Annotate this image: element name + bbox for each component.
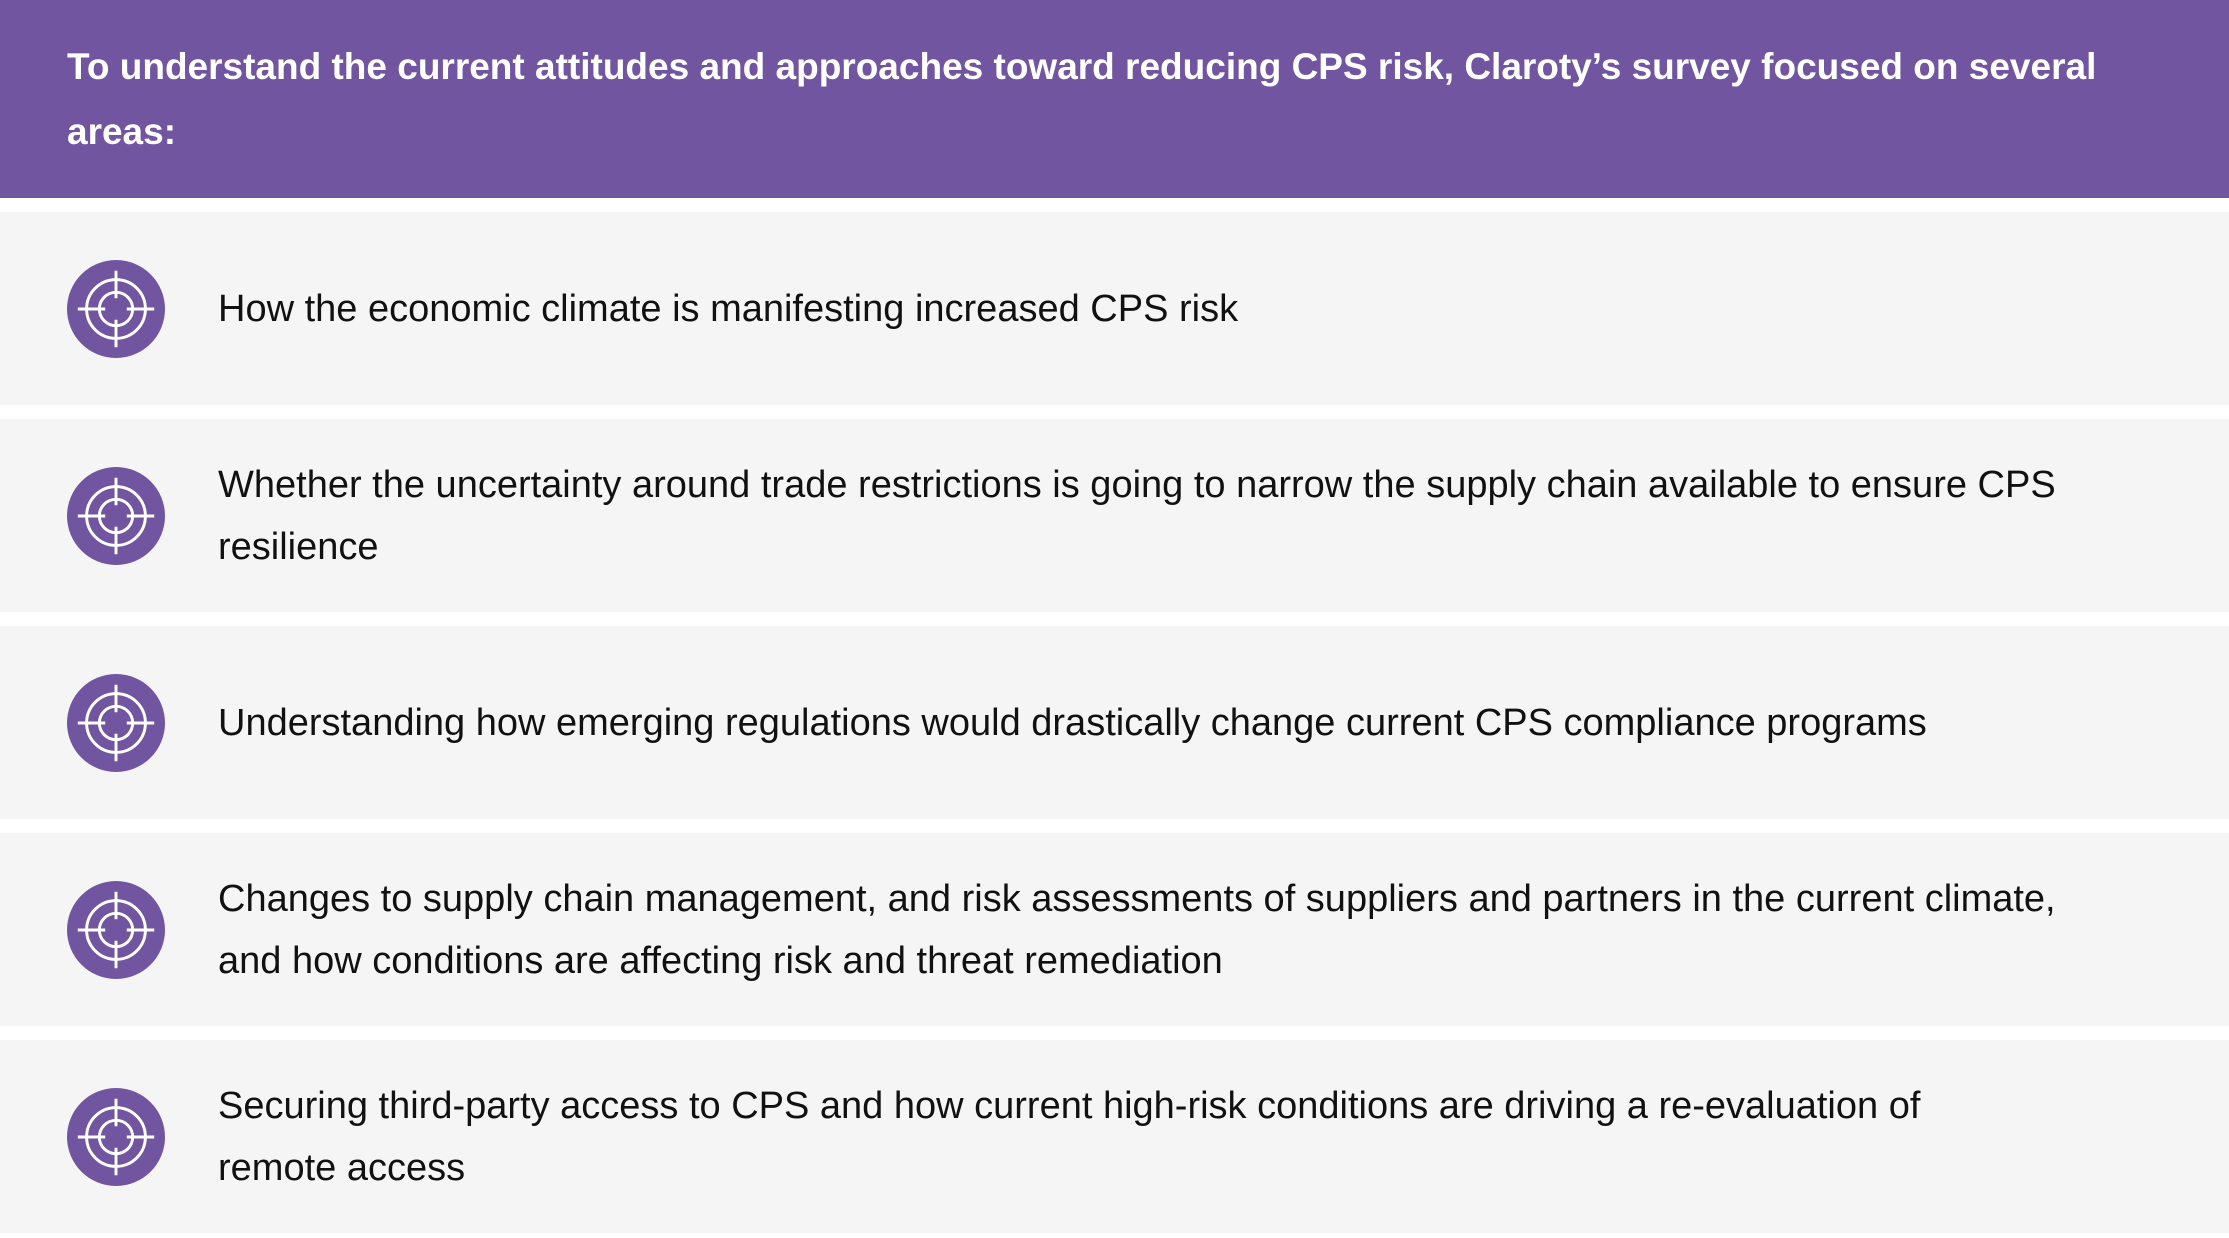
target-icon [67, 466, 165, 565]
list-item: Whether the uncertainty around trade res… [0, 419, 2229, 612]
list-item: How the economic climate is manifesting … [0, 212, 2229, 405]
focus-areas-list: How the economic climate is manifesting … [0, 212, 2229, 1233]
item-text: Whether the uncertainty around trade res… [218, 463, 2056, 568]
list-item: Securing third-party access to CPS and h… [0, 1040, 2229, 1233]
intro-text: To understand the current attitudes and … [67, 46, 2097, 152]
item-text: Understanding how emerging regulations w… [218, 701, 1927, 744]
item-text: Changes to supply chain management, and … [218, 877, 2056, 982]
intro-header: To understand the current attitudes and … [0, 0, 2229, 198]
list-item: Understanding how emerging regulations w… [0, 626, 2229, 819]
item-text: Securing third-party access to CPS and h… [218, 1084, 1921, 1189]
target-icon [67, 880, 165, 979]
target-icon [67, 673, 165, 772]
target-icon [67, 1087, 165, 1186]
target-icon [67, 259, 165, 358]
list-item: Changes to supply chain management, and … [0, 833, 2229, 1026]
item-text: How the economic climate is manifesting … [218, 287, 1239, 330]
